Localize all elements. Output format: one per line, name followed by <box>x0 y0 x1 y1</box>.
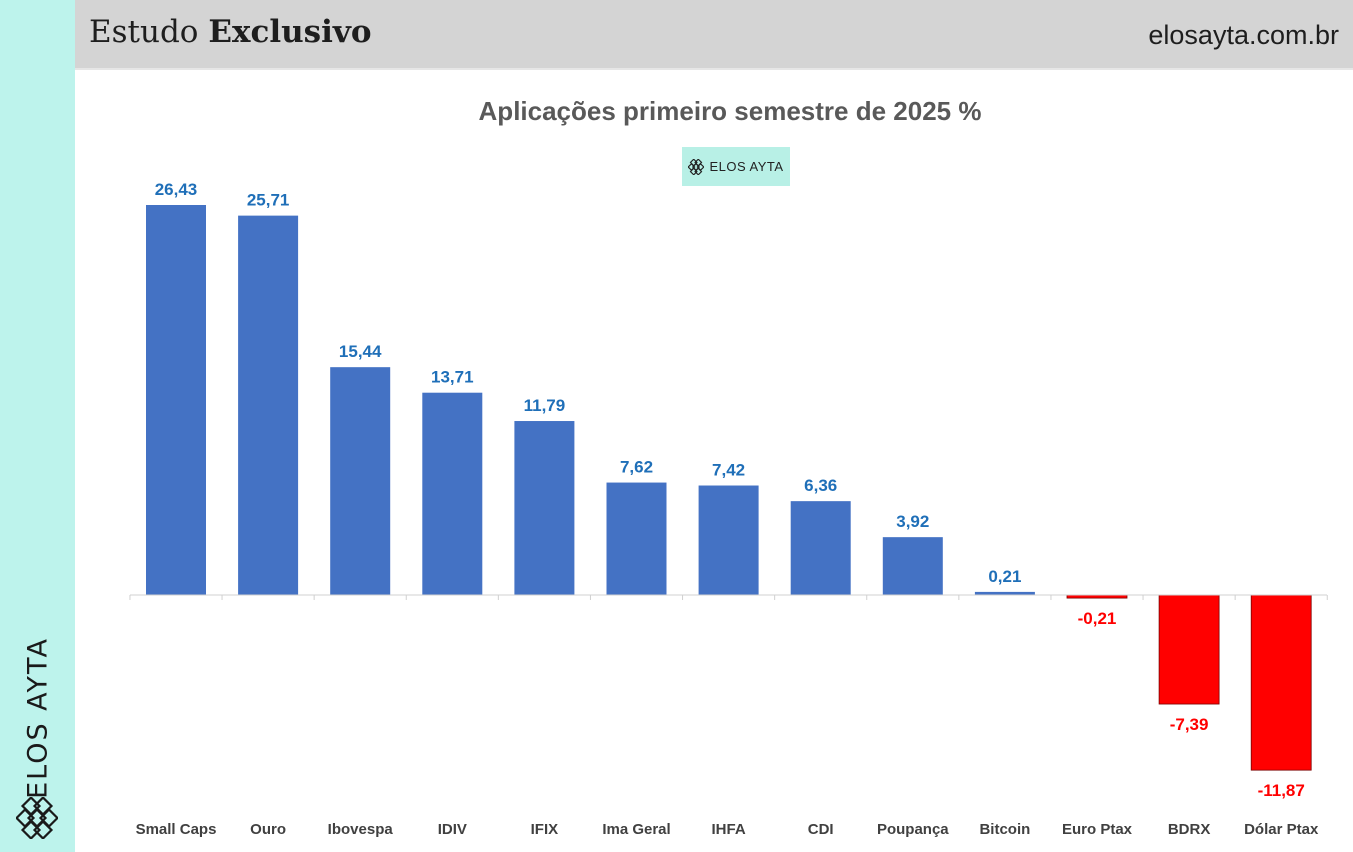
data-label-0: 26,43 <box>155 180 198 199</box>
x-tick-label-11: BDRX <box>1168 821 1211 838</box>
x-tick-label-6: IHFA <box>712 821 746 838</box>
elos-ayta-logo-icon <box>688 158 705 175</box>
site-url: elosayta.com.br <box>1148 20 1339 50</box>
data-label-4: 11,79 <box>524 396 566 415</box>
data-label-1: 25,71 <box>247 191 290 210</box>
header-title: Estudo Exclusivo <box>89 14 372 50</box>
bar-7 <box>790 501 851 595</box>
bar-11 <box>1158 594 1220 705</box>
badge-text: ELOS AYTA <box>709 159 784 174</box>
sidebar: ELOS AYTA <box>0 0 75 852</box>
x-tick-label-12: Dólar Ptax <box>1244 821 1319 838</box>
header: Estudo Exclusivo elosayta.com.br <box>75 0 1353 70</box>
title-regular: Estudo <box>89 14 199 50</box>
brand-badge: ELOS AYTA <box>682 147 790 186</box>
x-tick-label-0: Small Caps <box>136 821 217 838</box>
data-label-3: 13,71 <box>431 368 474 387</box>
data-label-2: 15,44 <box>339 342 382 361</box>
data-label-5: 7,62 <box>620 458 653 477</box>
data-label-9: 0,21 <box>988 567 1021 586</box>
x-tick-label-7: CDI <box>808 821 834 838</box>
x-tick-label-9: Bitcoin <box>979 821 1030 838</box>
x-tick-label-1: Ouro <box>250 821 286 838</box>
bar-6 <box>698 485 759 595</box>
title-bold: Exclusivo <box>208 14 372 50</box>
chart-title: Aplicações primeiro semestre de 2025 % <box>478 96 982 126</box>
bar-8 <box>882 537 943 595</box>
bar-2 <box>330 367 391 595</box>
x-tick-label-4: IFIX <box>531 821 559 838</box>
x-tick-label-3: IDIV <box>438 821 467 838</box>
data-label-8: 3,92 <box>896 512 929 531</box>
data-label-6: 7,42 <box>712 461 745 480</box>
x-tick-label-8: Poupança <box>877 821 949 838</box>
bar-12 <box>1250 594 1312 771</box>
bar-4 <box>514 421 575 595</box>
x-tick-label-10: Euro Ptax <box>1062 821 1133 838</box>
bar-3 <box>422 392 483 595</box>
elos-ayta-logo-icon <box>16 797 58 839</box>
data-label-11: -7,39 <box>1170 715 1209 734</box>
data-label-10: -0,21 <box>1078 609 1117 628</box>
data-label-12: -11,87 <box>1258 781 1305 800</box>
bar-1 <box>238 215 299 595</box>
x-tick-label-5: Ima Geral <box>602 821 670 838</box>
bar-0 <box>146 205 206 595</box>
bar-5 <box>606 482 667 595</box>
data-label-7: 6,36 <box>804 476 837 495</box>
x-tick-label-2: Ibovespa <box>328 821 394 838</box>
bar-9 <box>974 591 1035 595</box>
